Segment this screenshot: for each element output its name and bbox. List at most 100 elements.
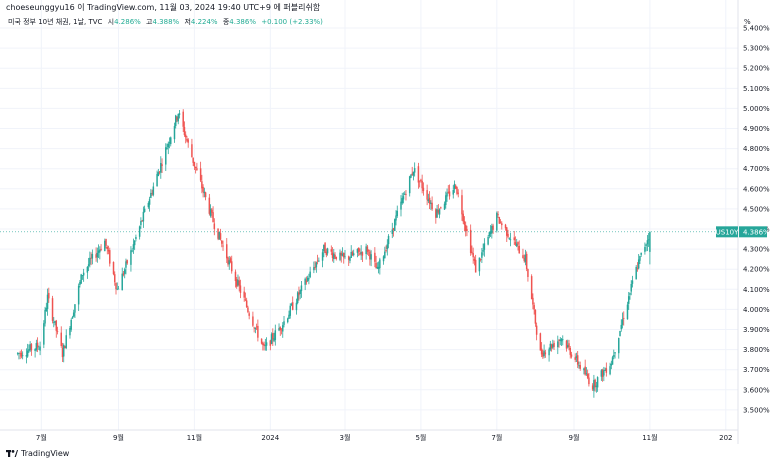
candle-body [570, 354, 573, 357]
candle-body [56, 330, 59, 332]
candle-body [586, 373, 589, 378]
candle-body [168, 142, 171, 144]
y-tick-label: 4.800% [743, 145, 770, 153]
candle-body [230, 261, 233, 272]
candle-body [594, 379, 596, 388]
candle-body [213, 223, 216, 230]
candle-body [396, 210, 399, 217]
candle-body [443, 203, 446, 210]
candle-body [392, 228, 395, 230]
x-tick-label: 5월 [415, 433, 426, 442]
candle-body [365, 246, 367, 255]
candle-body [342, 252, 345, 258]
candle-body [403, 193, 406, 195]
time-axis[interactable]: 7월 9월 11월 2024 3월 5월 7월 9월 11월 202 [36, 433, 733, 442]
candle-body [315, 262, 318, 268]
candle-body [21, 355, 24, 357]
candle-body [74, 304, 76, 313]
candle-body [357, 247, 360, 252]
candle-body [314, 266, 316, 269]
candle-body [64, 346, 66, 349]
candle-body [229, 258, 232, 263]
candle-body [55, 320, 58, 331]
candle-body [623, 317, 625, 319]
candle-body [165, 147, 167, 165]
low-value: 4.224% [190, 18, 218, 26]
candle-body [539, 333, 542, 351]
y-tick-label: 4.500% [743, 205, 770, 213]
y-tick-label: 5.400% [743, 25, 770, 33]
candle-body [280, 329, 283, 331]
candle-body [26, 350, 29, 357]
candle-body [382, 256, 385, 262]
y-tick-label: 4.200% [743, 266, 770, 274]
y-tick-label: 3.700% [743, 366, 770, 374]
candle-body [265, 342, 268, 346]
candle-body [326, 248, 329, 254]
candle-body [440, 207, 442, 209]
candle-body [427, 199, 430, 202]
candle-body [156, 174, 158, 187]
candle-body [305, 280, 308, 283]
candle-body [323, 244, 325, 252]
candle-body [255, 326, 258, 328]
candle-body [272, 333, 274, 340]
candle-body [263, 344, 265, 346]
candle-body [369, 251, 371, 260]
candle-body [147, 202, 150, 208]
candle-body [496, 212, 498, 231]
last-value-badge-bg [739, 226, 767, 238]
candle-body [456, 187, 458, 194]
price-axis[interactable]: 3.500% 3.600% 3.700% 3.800% 3.900% 4.000% 4.10… [743, 25, 770, 415]
candle-body [106, 247, 109, 250]
candle-body [611, 357, 614, 365]
candle-body [621, 319, 624, 325]
candle-body [150, 192, 152, 198]
y-tick-label: 4.700% [743, 165, 770, 173]
candle-body [157, 172, 160, 177]
candle-body [644, 246, 646, 252]
candle-body [636, 268, 639, 270]
candle-body [221, 240, 223, 244]
candle-body [479, 259, 482, 260]
candle-body [418, 180, 421, 182]
candle-body [300, 285, 303, 292]
candle-body [178, 113, 181, 115]
candle-body [370, 254, 372, 260]
candle-body [567, 345, 569, 348]
candle-body [122, 273, 125, 275]
axis-unit: % [744, 18, 751, 26]
candle-body [574, 357, 576, 360]
candle-body [376, 266, 379, 269]
candle-body [626, 304, 629, 320]
candle-body [199, 168, 202, 181]
candle-body [501, 223, 503, 226]
last-value-badge: 4.386% [743, 228, 770, 236]
candle-body [161, 164, 163, 166]
candle-body [46, 294, 49, 309]
symbol-description[interactable]: 미국 정부 10년 채권, 1날, TVC [8, 18, 103, 26]
candle-body [218, 232, 221, 240]
candle-body [25, 355, 28, 357]
x-tick-label: 11월 [187, 433, 202, 442]
candle-body [333, 253, 335, 260]
candle-body [212, 212, 214, 223]
candle-body [97, 250, 100, 253]
candle-body [117, 288, 120, 290]
candle-body [605, 368, 608, 373]
candle-body [201, 181, 203, 189]
y-tick-label: 5.300% [743, 45, 770, 53]
candle-body [16, 353, 19, 354]
candle-body [609, 366, 611, 375]
symbol-badge-bg [716, 226, 738, 238]
candle-body [217, 228, 219, 239]
candle-body [114, 274, 116, 283]
candle-body [469, 229, 472, 253]
high-value: 4.388% [152, 18, 180, 26]
candle-body [349, 258, 351, 261]
candle-body [482, 250, 484, 252]
candle-body [498, 217, 501, 224]
candle-body [20, 352, 23, 357]
candle-body [453, 183, 456, 190]
